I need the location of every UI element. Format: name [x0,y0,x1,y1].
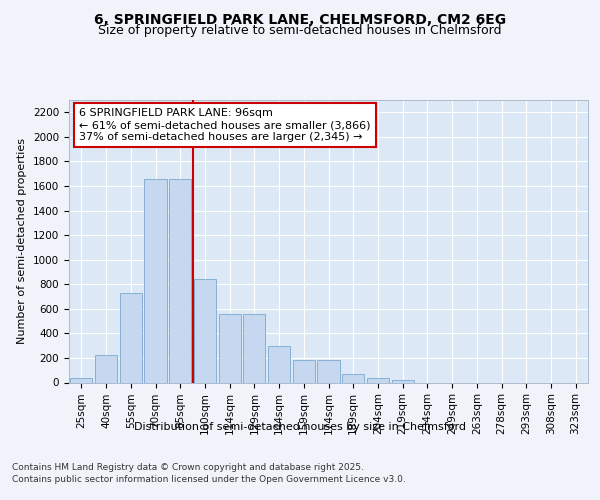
Text: Size of property relative to semi-detached houses in Chelmsford: Size of property relative to semi-detach… [98,24,502,37]
Text: 6, SPRINGFIELD PARK LANE, CHELMSFORD, CM2 6EG: 6, SPRINGFIELD PARK LANE, CHELMSFORD, CM… [94,12,506,26]
Bar [169,178,191,382]
Bar [243,314,265,382]
Y-axis label: Number of semi-detached properties: Number of semi-detached properties [17,138,28,344]
Bar [218,314,241,382]
Bar [70,378,92,382]
Text: Contains HM Land Registry data © Crown copyright and database right 2025.: Contains HM Land Registry data © Crown c… [12,462,364,471]
Text: Contains public sector information licensed under the Open Government Licence v3: Contains public sector information licen… [12,475,406,484]
Bar [317,360,340,382]
Bar [95,356,117,382]
Bar [342,374,364,382]
Text: Distribution of semi-detached houses by size in Chelmsford: Distribution of semi-detached houses by … [134,422,466,432]
Bar [119,293,142,382]
Bar [392,380,414,382]
Bar [293,360,315,382]
Text: 6 SPRINGFIELD PARK LANE: 96sqm
← 61% of semi-detached houses are smaller (3,866): 6 SPRINGFIELD PARK LANE: 96sqm ← 61% of … [79,108,371,142]
Bar [367,378,389,382]
Bar [145,178,167,382]
Bar [194,280,216,382]
Bar [268,346,290,383]
